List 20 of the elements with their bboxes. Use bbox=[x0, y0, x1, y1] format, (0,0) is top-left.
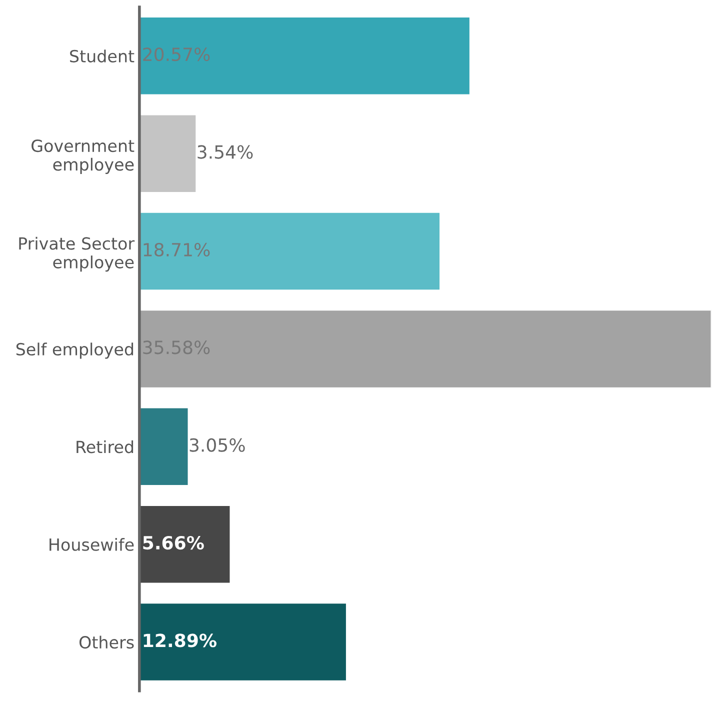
bar bbox=[139, 309, 712, 389]
y-tick-label: Others bbox=[79, 636, 134, 649]
y-tick-label: Retired bbox=[76, 440, 134, 454]
y-tick-label: Government employee bbox=[32, 139, 134, 174]
bar bbox=[139, 406, 190, 486]
bar bbox=[139, 16, 471, 96]
y-tick-label: Student bbox=[70, 50, 134, 62]
data-label: 12.89% bbox=[144, 634, 216, 648]
data-label: 18.71% bbox=[144, 242, 210, 257]
data-label: 5.66% bbox=[143, 536, 204, 550]
bar bbox=[139, 212, 441, 292]
bar bbox=[139, 602, 348, 682]
data-label: 3.54% bbox=[198, 145, 253, 159]
y-tick-label: Housewife bbox=[50, 538, 134, 551]
y-tick-label: Private Sector employee bbox=[19, 236, 135, 272]
y-tick-label: Self employed bbox=[16, 342, 134, 359]
data-label: 20.57% bbox=[143, 47, 210, 62]
data-label: 3.05% bbox=[190, 438, 245, 452]
bar bbox=[139, 504, 232, 584]
bar bbox=[139, 114, 198, 194]
